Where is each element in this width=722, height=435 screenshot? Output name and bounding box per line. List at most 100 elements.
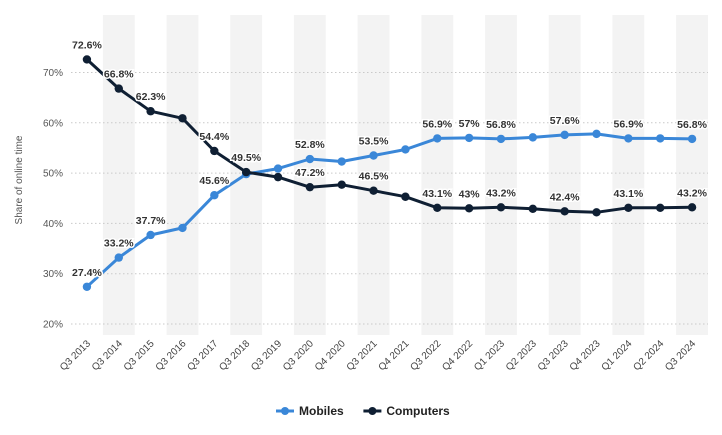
data-label-computers: 72.6%	[72, 39, 102, 51]
x-tick-label: Q4 2020	[313, 338, 348, 373]
data-label-mobiles: 57.6%	[550, 115, 580, 127]
data-point-mobiles	[592, 129, 601, 139]
x-tick-label: Q3 2023	[536, 338, 571, 373]
x-tick-label: Q3 2014	[90, 338, 125, 373]
data-point-mobiles	[528, 133, 538, 142]
data-point-mobiles	[114, 253, 123, 262]
data-label-computers: 46.5%	[359, 171, 389, 183]
x-tick-label: Q3 2021	[345, 338, 380, 373]
data-label-mobiles: 52.8%	[295, 139, 325, 151]
x-tick-label: Q3 2015	[122, 338, 157, 373]
data-point-mobiles	[560, 130, 569, 140]
data-point-computers	[146, 107, 155, 116]
data-point-computers	[210, 146, 219, 156]
series-line-mobiles	[85, 132, 694, 289]
data-point-computers	[241, 167, 251, 177]
data-label-computers: 47.2%	[295, 167, 325, 179]
y-tick-label: 30%	[43, 269, 63, 280]
data-point-computers	[401, 192, 410, 201]
data-point-computers	[369, 186, 378, 195]
data-label-mobiles: 37.7%	[136, 215, 166, 227]
legend-marker-computers	[368, 407, 377, 415]
data-label-mobiles: 57%	[459, 118, 481, 130]
data-label-computers: 62.3%	[136, 91, 166, 103]
data-point-mobiles	[305, 154, 315, 164]
data-point-computers	[687, 203, 697, 212]
x-tick-label: Q3 2022	[408, 338, 443, 373]
x-tick-label: Q1 2024	[600, 338, 635, 373]
data-point-mobiles	[337, 157, 346, 166]
data-label-mobiles: 33.2%	[104, 238, 134, 250]
data-point-mobiles	[146, 230, 155, 240]
column-band	[293, 15, 326, 335]
data-label-computers: 54.4%	[199, 131, 229, 143]
data-label-computers: 66.8%	[104, 69, 134, 81]
data-point-computers	[305, 182, 315, 192]
data-point-mobiles	[464, 133, 474, 143]
data-point-mobiles	[82, 282, 92, 291]
x-tick-label: Q2 2023	[504, 338, 539, 373]
x-tick-label: Q1 2023	[472, 338, 507, 373]
data-point-mobiles	[433, 134, 442, 143]
data-point-computers	[178, 114, 187, 123]
column-band	[676, 15, 708, 335]
data-label-computers: 42.4%	[550, 191, 580, 203]
x-tick-label: Q3 2019	[249, 338, 284, 373]
data-label-mobiles: 56.8%	[677, 119, 707, 131]
data-point-computers	[433, 203, 442, 213]
data-label-computers: 43.1%	[422, 188, 452, 200]
data-point-mobiles	[656, 134, 665, 143]
data-point-computers	[82, 55, 92, 64]
data-label-computers: 49.5%	[231, 152, 261, 164]
data-point-mobiles	[401, 145, 410, 154]
data-point-mobiles	[687, 134, 697, 144]
data-label-mobiles: 53.5%	[359, 135, 389, 147]
data-label-mobiles: 56.8%	[486, 119, 516, 131]
data-point-computers	[592, 208, 601, 217]
x-tick-label: Q3 2018	[217, 338, 252, 373]
column-band	[612, 15, 645, 335]
data-point-computers	[114, 84, 123, 93]
x-tick-label: Q3 2016	[154, 338, 189, 373]
column-band	[102, 15, 135, 335]
data-label-mobiles: 27.4%	[72, 267, 102, 279]
data-point-mobiles	[369, 151, 378, 160]
data-label-computers: 43%	[459, 188, 481, 200]
data-label-computers: 43.2%	[486, 187, 516, 199]
data-point-computers	[273, 172, 283, 182]
data-label-computers: 43.2%	[677, 187, 707, 199]
y-tick-label: 50%	[43, 169, 63, 180]
data-label-mobiles: 56.9%	[613, 118, 643, 130]
series-line-computers	[85, 57, 694, 214]
data-label-computers: 43.1%	[613, 188, 643, 200]
column-band	[548, 15, 581, 335]
data-point-computers	[656, 203, 665, 213]
x-tick-label: Q3 2020	[281, 338, 316, 373]
legend-label-computers: Computers	[386, 404, 450, 418]
data-point-computers	[496, 203, 506, 212]
x-tick-label: Q4 2022	[440, 338, 475, 373]
data-point-computers	[528, 204, 538, 214]
y-axis-label: Share of online time	[14, 135, 25, 224]
data-point-computers	[560, 207, 569, 216]
x-tick-label: Q3 2017	[186, 338, 221, 373]
y-tick-label: 40%	[43, 219, 63, 230]
data-point-computers	[624, 203, 633, 213]
x-tick-label: Q3 2013	[58, 338, 93, 373]
legend-marker-mobiles	[281, 407, 289, 415]
y-tick-label: 70%	[43, 68, 63, 79]
x-tick-label: Q4 2023	[568, 338, 603, 373]
data-label-mobiles: 45.6%	[199, 175, 229, 187]
data-point-computers	[464, 204, 474, 213]
column-band	[357, 15, 390, 335]
legend-label-mobiles: Mobiles	[299, 404, 344, 418]
x-tick-label: Q2 2024	[631, 338, 666, 373]
column-band	[485, 15, 517, 335]
data-point-mobiles	[496, 134, 506, 144]
x-tick-label: Q4 2021	[377, 338, 412, 373]
data-point-mobiles	[178, 223, 187, 233]
data-point-computers	[337, 180, 346, 189]
column-band	[421, 15, 454, 335]
